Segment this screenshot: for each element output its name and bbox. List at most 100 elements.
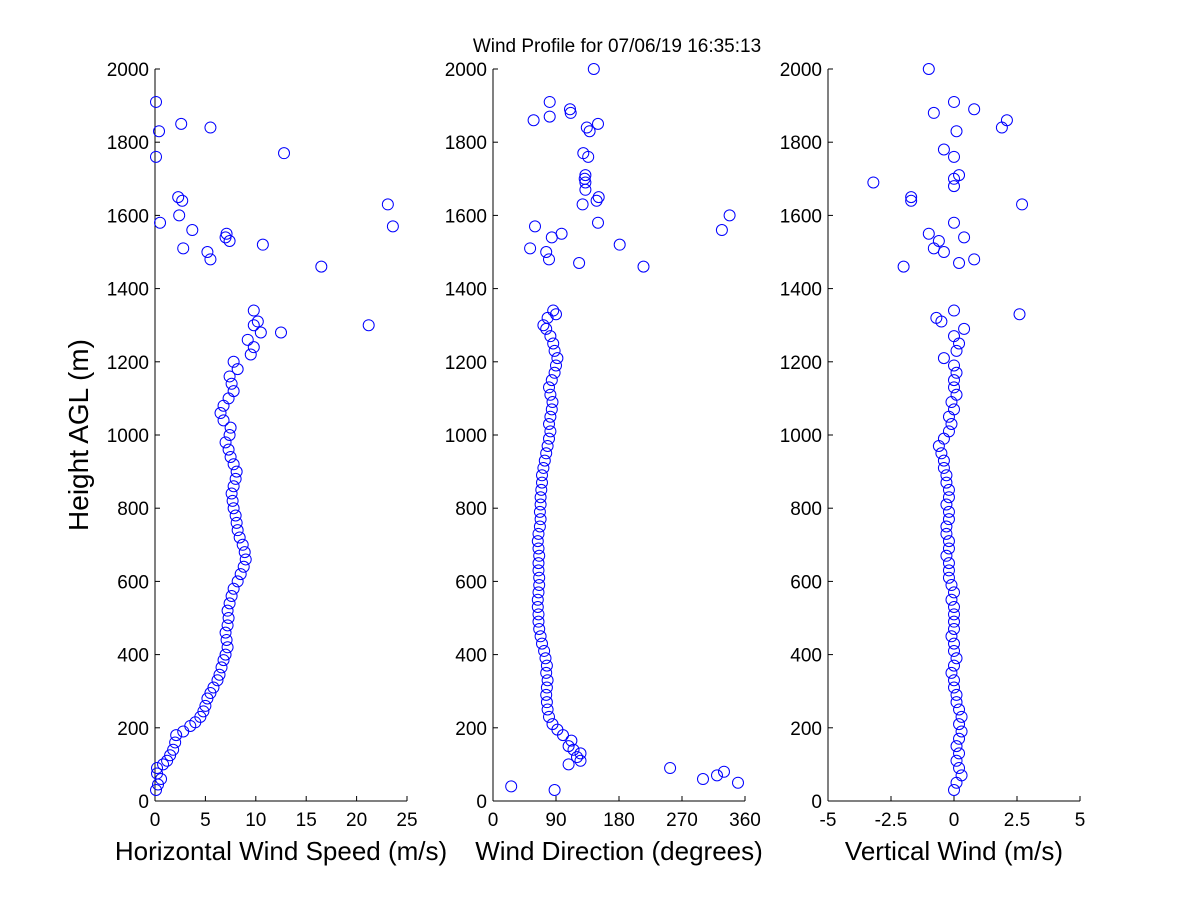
data-point — [544, 388, 557, 401]
x-tick-label: 90 — [545, 810, 566, 831]
data-point — [945, 579, 958, 592]
data-point — [531, 593, 544, 606]
data-point — [538, 644, 551, 657]
data-point — [1016, 198, 1029, 211]
x-axis-label: Wind Direction (degrees) — [475, 836, 763, 866]
y-tick-label: 400 — [455, 646, 487, 667]
data-point — [236, 538, 249, 551]
data-point — [167, 743, 180, 756]
data-point — [532, 557, 545, 570]
data-point — [211, 674, 224, 687]
data-point — [927, 106, 940, 119]
x-tick-label: 15 — [296, 810, 317, 831]
data-point — [953, 718, 966, 731]
data-point — [538, 454, 551, 467]
data-point — [937, 454, 950, 467]
data-point — [153, 125, 166, 138]
data-point — [543, 381, 555, 394]
data-point — [942, 483, 955, 496]
data-point — [948, 659, 960, 672]
y-tick-label: 1800 — [107, 133, 149, 154]
data-point — [213, 668, 226, 681]
data-point — [948, 784, 960, 797]
y-tick-label: 1800 — [780, 133, 822, 154]
data-point — [953, 169, 966, 182]
data-point — [231, 575, 244, 588]
data-point — [533, 622, 546, 635]
y-tick-label: 1200 — [780, 353, 822, 374]
x-tick-label: 0 — [488, 810, 499, 831]
data-point — [578, 172, 591, 185]
data-point — [922, 227, 935, 240]
data-point — [905, 194, 918, 207]
data-point — [953, 337, 966, 350]
data-point — [234, 568, 247, 581]
data-point — [942, 425, 955, 438]
data-point — [247, 304, 260, 317]
data-point — [723, 209, 736, 222]
chart-title: Wind Profile for 07/06/19 16:35:13 — [473, 36, 761, 57]
data-point — [958, 322, 971, 335]
data-point — [564, 103, 576, 116]
data-point — [238, 546, 251, 559]
data-point — [577, 147, 590, 160]
data-point — [151, 762, 164, 775]
data-point — [176, 194, 189, 207]
data-point — [534, 498, 547, 511]
data-point — [543, 110, 556, 123]
y-tick-label: 200 — [117, 719, 149, 740]
data-point — [940, 498, 953, 511]
data-point — [583, 125, 596, 138]
data-point — [540, 688, 553, 701]
panel-vertical: 0 200 400 600 800 1000 1200 1400 1600 1800 2000 -5 -… — [780, 60, 1086, 866]
data-point — [201, 246, 214, 258]
data-point — [175, 117, 188, 130]
data-point — [222, 392, 235, 405]
x-tick-label: 0 — [949, 810, 960, 831]
data-point — [579, 176, 592, 189]
data-point — [532, 564, 545, 577]
data-point — [227, 582, 240, 595]
data-point — [151, 767, 164, 780]
data-point — [548, 344, 561, 357]
data-point — [942, 513, 955, 526]
data-point — [172, 191, 185, 204]
data-point — [942, 542, 955, 555]
data-point — [953, 703, 966, 716]
data-point — [527, 114, 540, 127]
data-point — [225, 487, 238, 500]
data-point — [948, 330, 960, 343]
data-point — [533, 505, 546, 518]
y-tick-label: 1600 — [445, 206, 487, 227]
data-point — [540, 696, 553, 709]
data-point — [948, 374, 960, 387]
data-point — [548, 784, 561, 797]
data-point — [537, 319, 550, 332]
data-point — [948, 681, 960, 694]
data-point — [942, 505, 955, 518]
data-point — [732, 776, 744, 789]
data-point — [555, 227, 568, 240]
data-point — [224, 421, 237, 434]
data-point — [241, 333, 254, 346]
data-point — [948, 586, 960, 599]
data-point — [948, 644, 960, 657]
data-point — [948, 359, 960, 372]
data-point — [950, 754, 963, 767]
data-point — [897, 260, 910, 273]
y-tick-label: 1000 — [107, 426, 149, 447]
data-point — [194, 710, 207, 723]
data-point — [223, 235, 236, 248]
data-point — [550, 308, 562, 321]
data-point — [199, 699, 212, 712]
y-tick-label: 200 — [455, 719, 487, 740]
data-point — [540, 681, 553, 694]
x-tick-label: 360 — [729, 810, 761, 831]
data-point — [230, 516, 243, 529]
data-point — [950, 388, 963, 401]
data-point — [204, 121, 217, 134]
data-point — [948, 150, 960, 163]
data-point — [227, 385, 240, 398]
